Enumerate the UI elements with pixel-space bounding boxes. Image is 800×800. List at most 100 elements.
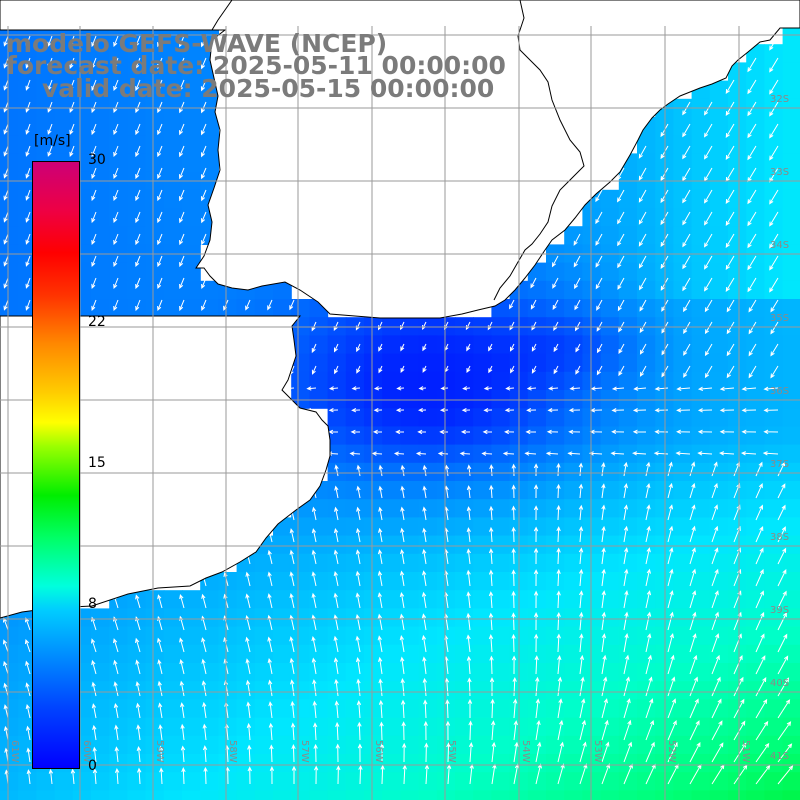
wind-speed-cell xyxy=(345,553,365,573)
colorbar xyxy=(32,161,80,769)
wind-vector-arrow xyxy=(311,321,317,332)
wind-vector-arrow xyxy=(334,464,339,477)
wind-vector-arrow xyxy=(719,429,735,435)
wind-speed-cell xyxy=(91,735,110,755)
wind-vector-arrow xyxy=(645,525,651,543)
wind-speed-cell xyxy=(455,608,474,628)
wind-vector-arrow xyxy=(491,741,496,763)
wind-vector-arrow xyxy=(417,429,427,435)
wind-vector-arrow xyxy=(25,682,31,697)
wind-speed-cell xyxy=(491,462,511,482)
wind-speed-cell xyxy=(473,590,492,609)
wind-vector-arrow xyxy=(711,590,719,609)
wind-speed-cell xyxy=(436,790,456,800)
wind-speed-cell xyxy=(637,426,656,446)
wind-speed-cell xyxy=(291,608,310,628)
wind-speed-cell xyxy=(382,754,401,773)
wind-speed-cell xyxy=(273,681,292,700)
wind-speed-cell xyxy=(582,735,602,755)
wind-speed-cell xyxy=(291,353,310,373)
wind-vector-arrow xyxy=(535,676,540,697)
wind-vector-arrow xyxy=(747,255,757,271)
wind-vector-arrow xyxy=(557,654,562,675)
wind-speed-cell xyxy=(400,426,420,446)
wind-speed-cell xyxy=(91,280,110,300)
wind-speed-cell xyxy=(527,481,547,500)
wind-vector-arrow xyxy=(399,591,405,609)
wind-vector-arrow xyxy=(24,639,31,653)
wind-vector-arrow xyxy=(595,277,603,290)
wind-speed-cell xyxy=(473,335,492,355)
wind-speed-cell xyxy=(746,699,765,719)
wind-speed-cell xyxy=(618,644,638,664)
wind-speed-cell xyxy=(546,644,565,664)
wind-vector-arrow xyxy=(667,461,673,477)
wind-vector-arrow xyxy=(623,654,630,675)
wind-speed-cell xyxy=(291,299,310,318)
wind-speed-cell xyxy=(546,772,565,791)
wind-vector-arrow xyxy=(396,386,405,391)
wind-speed-cell xyxy=(145,208,165,227)
wind-speed-cell xyxy=(709,153,729,173)
wind-speed-cell xyxy=(618,608,638,628)
wind-speed-cell xyxy=(691,481,711,500)
wind-speed-cell xyxy=(218,644,238,664)
wind-vector-arrow xyxy=(201,277,207,290)
wind-vector-arrow xyxy=(377,592,383,609)
wind-vector-arrow xyxy=(575,343,581,353)
wind-speed-cell xyxy=(455,390,474,409)
wind-speed-cell xyxy=(764,699,784,719)
wind-vector-arrow xyxy=(488,634,494,653)
wind-vector-arrow xyxy=(611,429,625,435)
wind-vector-arrow xyxy=(402,764,407,785)
wind-speed-cell xyxy=(400,408,420,427)
wind-vector-arrow xyxy=(667,720,677,741)
wind-speed-cell xyxy=(182,735,201,755)
wind-vector-arrow xyxy=(618,365,625,377)
wind-vector-arrow xyxy=(267,657,273,675)
wind-speed-cell xyxy=(182,117,201,136)
wind-speed-cell xyxy=(709,754,729,773)
longitude-label: 56W xyxy=(373,740,384,763)
wind-speed-cell xyxy=(345,644,365,664)
wind-speed-cell xyxy=(618,335,638,355)
wind-vector-arrow xyxy=(179,145,185,158)
wind-speed-cell xyxy=(691,462,711,482)
wind-vector-arrow xyxy=(311,506,317,521)
wind-speed-cell xyxy=(782,353,800,373)
wind-speed-cell xyxy=(746,80,765,100)
wind-vector-arrow xyxy=(400,506,405,521)
wind-vector-arrow xyxy=(462,386,471,391)
wind-speed-cell xyxy=(728,462,747,482)
wind-speed-cell xyxy=(673,626,693,646)
wind-speed-cell xyxy=(218,754,238,773)
wind-vector-arrow xyxy=(245,299,251,311)
wind-vector-arrow xyxy=(25,57,31,69)
wind-vector-arrow xyxy=(466,506,472,521)
wind-vector-arrow xyxy=(179,79,185,92)
wind-speed-cell xyxy=(54,117,74,136)
wind-vector-arrow xyxy=(703,277,713,292)
wind-speed-cell xyxy=(182,644,201,664)
wind-vector-arrow xyxy=(573,211,581,224)
wind-speed-cell xyxy=(382,499,401,518)
wind-vector-arrow xyxy=(400,464,405,477)
wind-vector-arrow xyxy=(769,167,779,183)
wind-speed-cell xyxy=(327,371,347,391)
wind-speed-cell xyxy=(637,772,656,791)
wind-vector-arrow xyxy=(601,504,606,521)
wind-vector-arrow xyxy=(334,506,339,521)
wind-speed-cell xyxy=(746,663,765,682)
wind-speed-cell xyxy=(527,790,547,800)
wind-speed-cell xyxy=(182,681,201,700)
wind-speed-cell xyxy=(145,754,165,773)
wind-speed-cell xyxy=(382,681,401,700)
wind-speed-cell xyxy=(273,735,292,755)
wind-speed-cell xyxy=(382,426,401,446)
wind-speed-cell xyxy=(218,626,238,646)
wind-speed-cell xyxy=(473,608,492,628)
wind-speed-cell xyxy=(436,408,456,427)
wind-speed-cell xyxy=(600,626,620,646)
wind-speed-cell xyxy=(527,353,547,373)
wind-vector-arrow xyxy=(91,57,97,70)
